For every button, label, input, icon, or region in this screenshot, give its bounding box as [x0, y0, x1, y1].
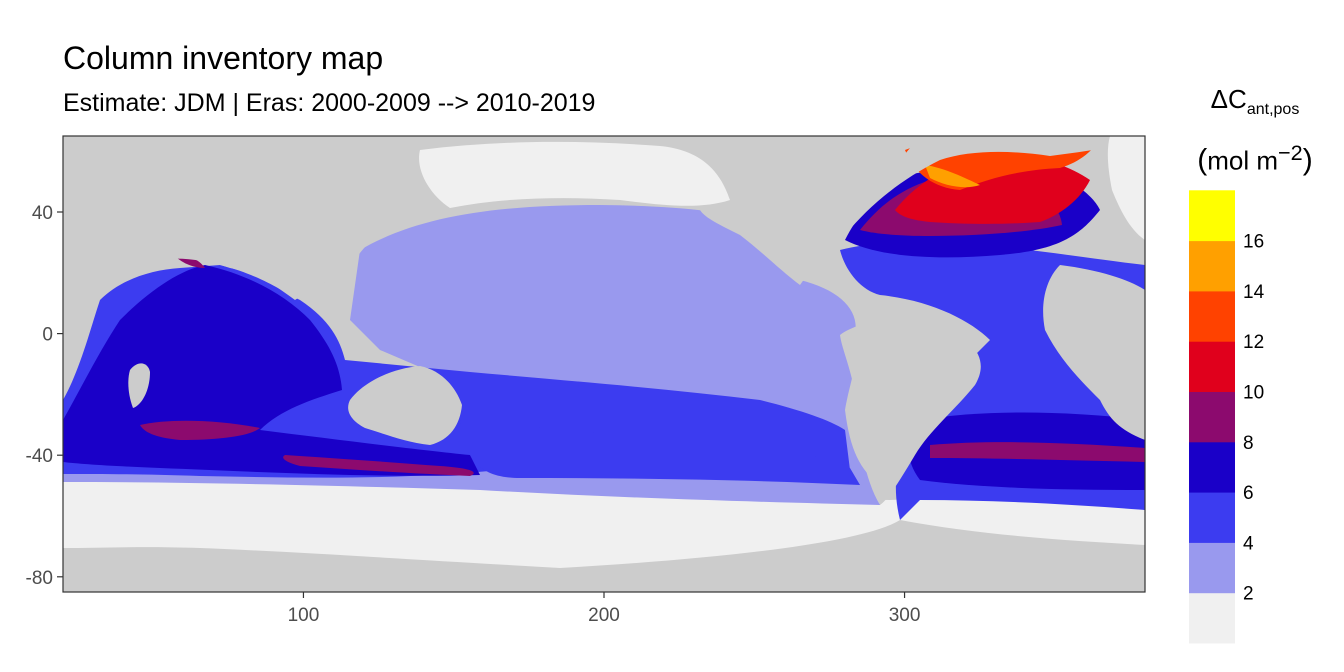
pacific-southern-band-4-6: [460, 420, 860, 485]
x-tick-label: 300: [889, 605, 921, 626]
legend-label: 6: [1243, 483, 1254, 504]
legend-swatch: [1189, 190, 1235, 242]
legend-swatch: [1189, 341, 1235, 392]
north-atlantic-band-14-16: [925, 165, 980, 188]
y-tick-label: 40: [32, 203, 53, 224]
y-tick-label: 0: [42, 325, 53, 346]
africa-land: [1043, 265, 1145, 440]
legend-label: 16: [1243, 232, 1264, 253]
legend-unit: (mol m−2): [1190, 136, 1320, 178]
legend-label: 12: [1243, 332, 1264, 353]
hudson-ice: [1107, 136, 1145, 240]
atlantic-southern-band-8-10: [930, 442, 1145, 462]
x-tick-label: 200: [588, 605, 620, 626]
legend-label: 8: [1243, 433, 1254, 454]
legend-unit-close: ): [1302, 143, 1313, 177]
map-subtitle: Estimate: JDM | Eras: 2000-2009 --> 2010…: [63, 89, 596, 117]
arctic-ice: [419, 141, 730, 208]
legend-label: 10: [1243, 383, 1264, 404]
legend-unit-base: mol m: [1207, 145, 1279, 176]
north-america-land: [700, 136, 1145, 285]
legend-label: 14: [1243, 282, 1265, 303]
legend-swatch: [1189, 391, 1235, 443]
legend-subscript: ant,pos: [1246, 101, 1300, 119]
legend-swatch: [1189, 592, 1235, 644]
y-tick-label: -80: [26, 568, 53, 589]
legend-unit-open: (: [1197, 143, 1208, 177]
southern-band-8-10: [283, 455, 474, 476]
madagascar-land: [128, 363, 150, 408]
legend-symbol: ΔC: [1210, 84, 1247, 114]
indian-ocean-band-8-10: [140, 420, 260, 440]
legend-swatch: [1189, 441, 1235, 493]
legend-unit-exponent: −2: [1278, 140, 1303, 165]
y-tick-label: -40: [26, 446, 53, 467]
south-america-land: [840, 319, 981, 505]
legend-title: ΔCant,pos: [1190, 82, 1320, 127]
legend-swatch: [1189, 290, 1235, 342]
legend-swatch: [1189, 492, 1235, 543]
legend-swatch: [1189, 542, 1235, 594]
legend-label: 4: [1243, 533, 1254, 554]
legend-colorbar: 2 4 6 8 10 12 14 16: [1189, 190, 1265, 644]
map-panel: [63, 136, 1145, 592]
australia-land: [348, 366, 462, 445]
antarctica-land: [63, 540, 1145, 592]
x-tick-label: 100: [288, 605, 320, 626]
legend-label: 2: [1243, 584, 1254, 605]
map-title: Column inventory map: [63, 40, 384, 76]
legend-swatch: [1189, 240, 1235, 292]
